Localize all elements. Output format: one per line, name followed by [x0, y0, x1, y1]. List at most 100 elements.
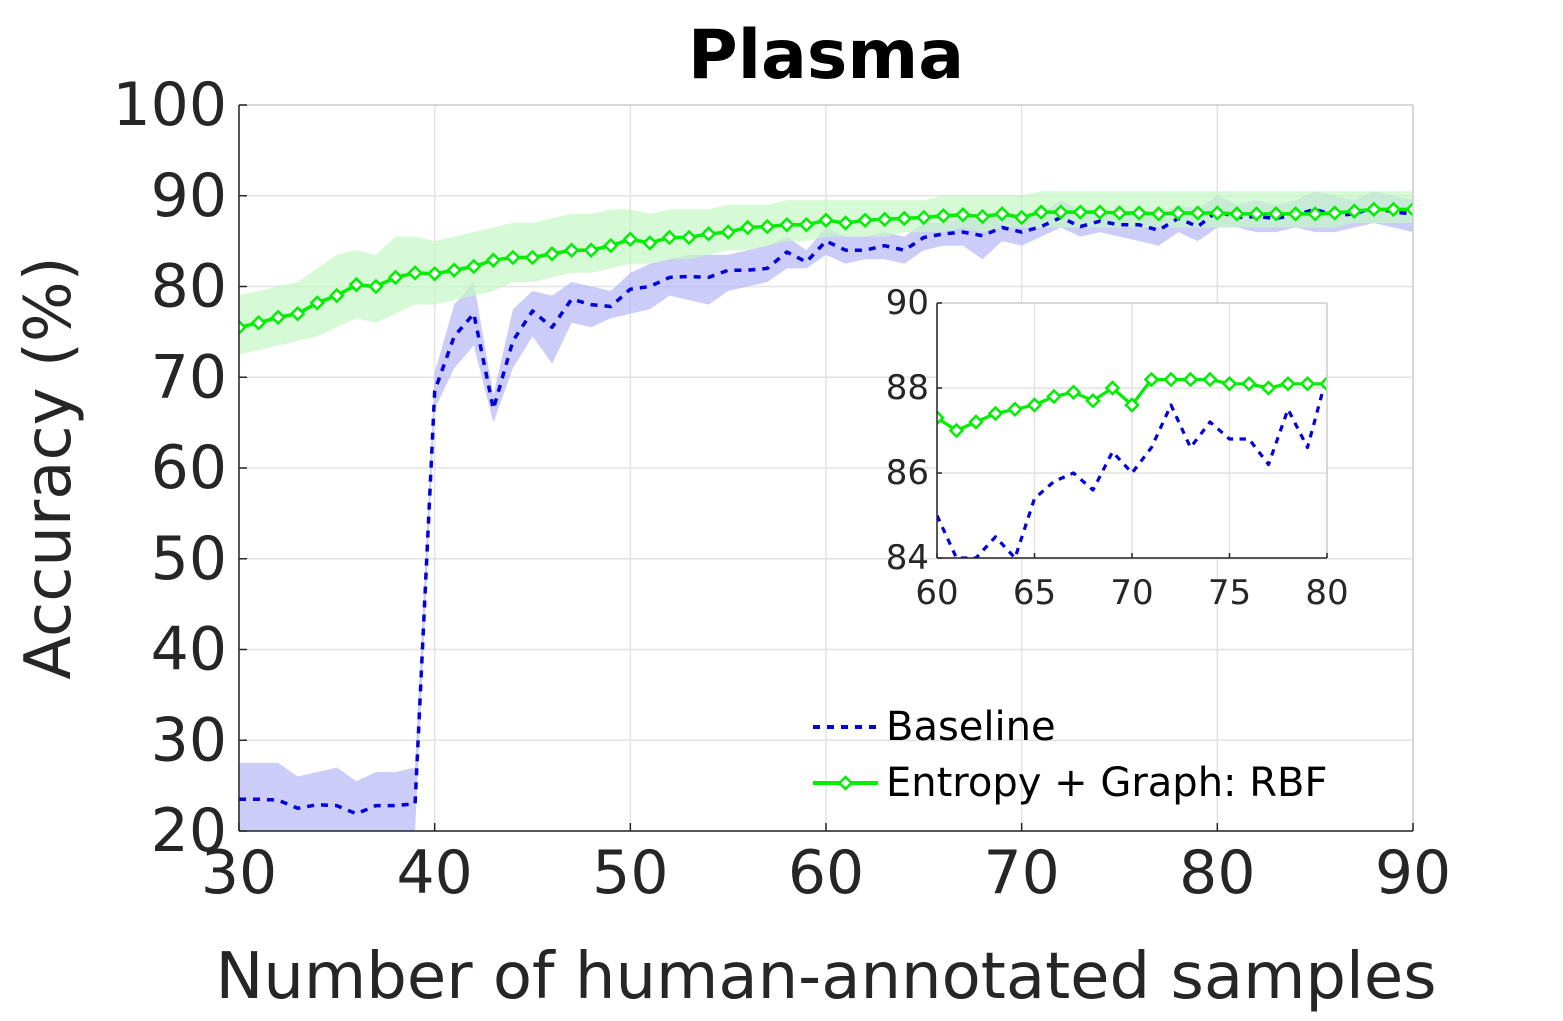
main-data-point-1: [1131, 205, 1147, 221]
main-data-point-1: [348, 276, 365, 293]
inset-plot-area: 60 65 70 75 80 84 86 88 90: [886, 283, 1349, 613]
inset-series-group: [937, 371, 1327, 558]
main-data-point-1: [681, 229, 697, 246]
main-y-tick-label: 60: [151, 433, 227, 503]
main-data-point-1: [974, 208, 991, 225]
main-data-point-1: [1072, 204, 1089, 220]
main-data-point-1: [1385, 201, 1402, 218]
main-data-point-1: [426, 266, 443, 282]
legend-marker-1: [837, 775, 854, 791]
inset-data-point-1: [1221, 375, 1238, 392]
inset-data-point-1: [1143, 371, 1160, 388]
main-data-point-1: [368, 278, 384, 295]
main-data-point-1: [1268, 206, 1284, 222]
inset-data-point-1: [948, 422, 965, 439]
main-data-point-1: [485, 252, 502, 268]
main-data-point-1: [309, 295, 326, 311]
inset-x-tick-label: 65: [1013, 573, 1056, 613]
main-data-point-1: [876, 211, 893, 228]
y-axis-label: Accuracy (%): [12, 256, 86, 679]
main-y-tick-label: 70: [151, 342, 227, 412]
legend-label-1: Entropy + Graph: RBF: [886, 760, 1327, 806]
main-data-point-1: [239, 319, 247, 336]
legend-label-0: Baseline: [886, 704, 1056, 750]
inset-data-point-1: [968, 414, 984, 430]
main-y-tick-label: 90: [151, 161, 227, 231]
inset-data-point-1: [987, 405, 1004, 422]
main-x-tick-label: 80: [1179, 838, 1255, 908]
main-data-point-1: [661, 229, 678, 246]
main-data-point-1: [857, 212, 873, 229]
main-y-tick-label: 80: [151, 252, 227, 322]
main-y-tick-label: 100: [112, 70, 227, 140]
main-data-point-1: [524, 249, 541, 266]
main-x-tick-label: 90: [1375, 838, 1451, 908]
main-data-point-1: [798, 217, 815, 233]
main-data-point-1: [250, 315, 267, 331]
chart-title: Plasma: [688, 16, 964, 95]
main-data-point-1: [896, 210, 913, 227]
inset-data-point-1: [1007, 401, 1023, 418]
main-x-tick-label: 70: [983, 838, 1059, 908]
main-data-point-1: [446, 262, 463, 278]
main-data-point-1: [407, 265, 423, 281]
main-data-point-1: [994, 206, 1010, 222]
main-x-tick-label: 60: [788, 838, 864, 908]
main-data-point-1: [544, 246, 560, 262]
main-data-point-1: [583, 242, 599, 258]
inset-data-point-1: [1065, 384, 1082, 401]
inset-y-tick-label: 84: [886, 538, 929, 578]
main-x-tick-label: 30: [201, 838, 277, 908]
inset-data-point-1: [937, 409, 945, 426]
main-data-point-1: [466, 258, 482, 275]
inset-data-point-1: [1260, 380, 1277, 396]
inset-data-point-1: [1026, 397, 1043, 413]
main-data-point-1: [1053, 204, 1069, 220]
inset-data-point-1: [1104, 380, 1121, 396]
inset-data-point-1: [1085, 392, 1101, 409]
main-data-point-1: [1111, 205, 1128, 221]
main-data-point-1: [1248, 206, 1265, 222]
inset-data-point-1: [1202, 371, 1218, 388]
main-data-point-1: [1229, 206, 1245, 222]
main-data-point-1: [1405, 201, 1413, 218]
main-data-point-1: [1326, 205, 1343, 221]
main-data-point-1: [779, 217, 795, 233]
main-data-point-1: [622, 231, 639, 248]
inset-x-tick-label: 75: [1208, 573, 1251, 613]
inset-data-point-1: [1299, 375, 1316, 392]
main-x-tick-label: 40: [396, 838, 472, 908]
main-data-point-1: [916, 209, 932, 226]
inset-y-tick-label: 90: [886, 283, 929, 323]
inset-y-tick-label: 86: [886, 453, 929, 493]
main-data-point-1: [1092, 204, 1108, 220]
main-data-point-1: [935, 207, 952, 224]
main-series-line-0: [239, 205, 1413, 816]
main-data-point-1: [1033, 204, 1050, 220]
main-data-point-1: [270, 309, 286, 326]
main-data-point-1: [1150, 206, 1167, 222]
inset-data-point-1: [1280, 375, 1296, 392]
main-data-point-1: [700, 226, 717, 242]
main-y-tick-label: 50: [151, 524, 227, 594]
main-series-group: [239, 191, 1413, 831]
main-data-point-1: [642, 235, 658, 251]
inset-x-tick-label: 80: [1305, 573, 1348, 613]
main-data-point-1: [837, 215, 854, 231]
inset-data-point-1: [1124, 397, 1140, 413]
main-confidence-band-1: [239, 191, 1413, 355]
main-data-point-1: [289, 305, 306, 322]
main-data-point-1: [1170, 205, 1186, 221]
main-data-point-1: [1209, 205, 1226, 221]
inset-series-line-0: [937, 374, 1327, 558]
legend: Baseline Entropy + Graph: RBF: [813, 704, 1327, 806]
main-y-tick-label: 20: [151, 796, 227, 866]
main-data-point-1: [329, 287, 345, 304]
main-data-point-1: [720, 224, 736, 240]
main-data-point-1: [1307, 206, 1323, 222]
main-data-point-1: [563, 242, 580, 258]
inset-data-point-1: [1163, 371, 1179, 388]
main-data-point-1: [505, 249, 521, 266]
x-axis-label: Number of human-annotated samples: [215, 940, 1436, 1014]
